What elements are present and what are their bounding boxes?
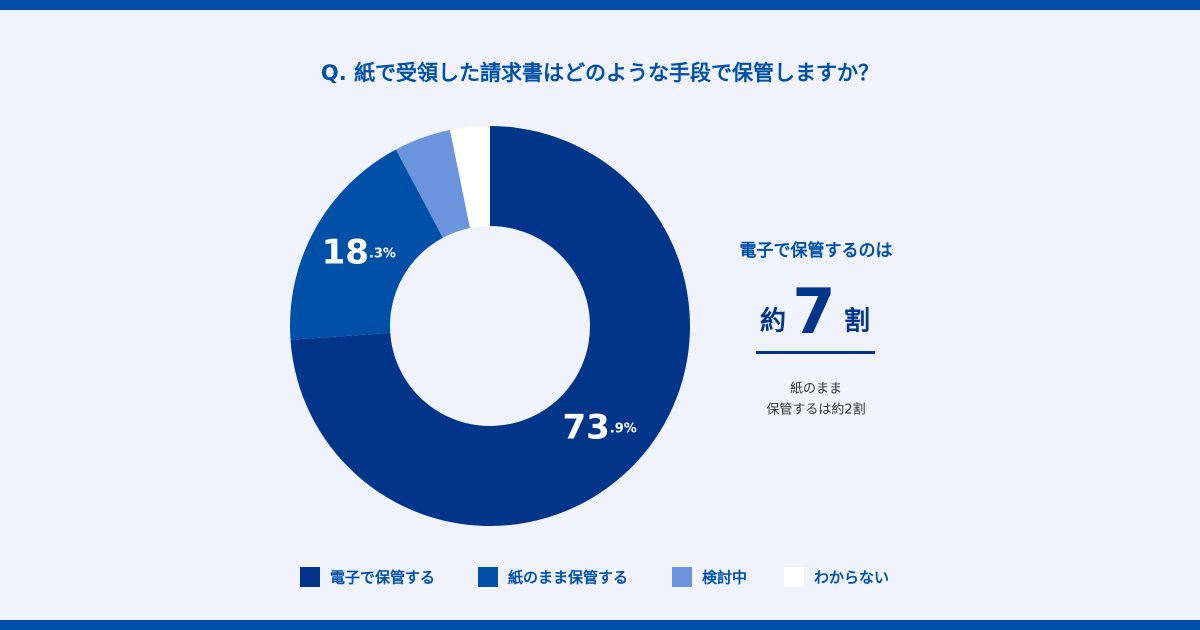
value-label: 18.3% <box>322 232 396 272</box>
legend-swatch <box>478 567 498 587</box>
donut-segment <box>450 126 490 229</box>
donut-segment <box>290 126 690 526</box>
legend-swatch <box>784 567 804 587</box>
side-number: 7 <box>792 275 835 348</box>
value-label: 73.9% <box>562 407 636 447</box>
side-lead: 電子で保管するのは <box>740 240 893 261</box>
side-sub: 保管するは約2割 <box>766 402 865 418</box>
side-underline <box>756 351 875 354</box>
legend-swatch <box>672 567 692 587</box>
legend-label: わからない <box>814 569 889 587</box>
legend-swatch <box>300 567 320 587</box>
donut-segment <box>290 149 443 340</box>
bottom-bar <box>0 620 1200 630</box>
side-sub: 紙のまま <box>790 382 842 397</box>
legend-label: 検討中 <box>702 569 747 587</box>
legend-label: 電子で保管する <box>330 569 435 587</box>
chart-title: Q. 紙で受領した請求書はどのような手段で保管しますか？ <box>321 61 879 85</box>
side-prefix: 約 <box>760 306 786 337</box>
side-suffix: 割 <box>844 306 870 337</box>
donut-segment <box>395 130 471 238</box>
top-bar <box>0 0 1200 10</box>
legend-label: 紙のまま保管する <box>508 569 628 587</box>
